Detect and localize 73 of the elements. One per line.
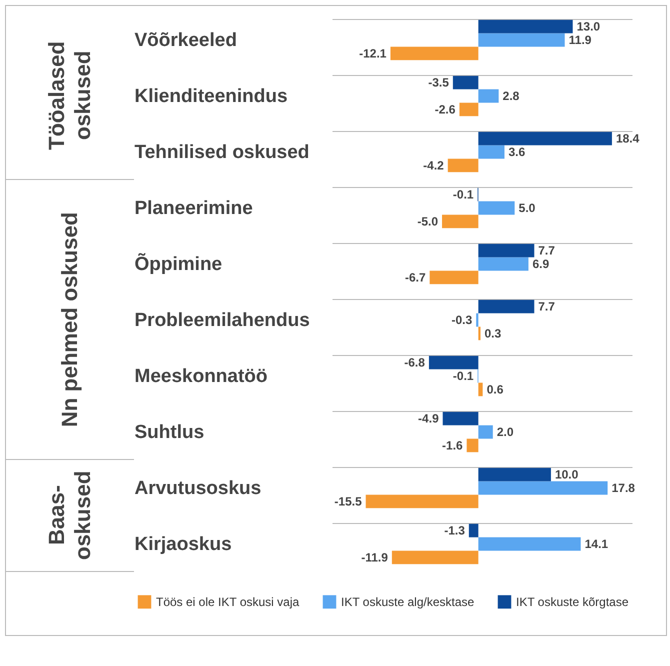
text: Tööalased oskused: [44, 40, 96, 152]
data-label: -3.5: [428, 76, 450, 90]
text: Nn pehmed oskused: [57, 212, 83, 428]
bar: [478, 20, 573, 34]
bar: [478, 132, 612, 146]
bar: [478, 468, 551, 482]
bar: [459, 102, 478, 116]
data-label: -11.9: [361, 550, 388, 564]
bar: [478, 145, 504, 159]
bar: [478, 481, 608, 495]
y-tick-label: Võõrkeeled: [134, 30, 237, 51]
bar: [478, 201, 515, 215]
bar: [392, 550, 478, 564]
y-tick-label: Õppimine: [134, 253, 222, 275]
data-label: -2.6: [434, 102, 456, 116]
legend-label: IKT oskuste alg/kesktase: [341, 594, 475, 609]
bar: [442, 412, 478, 426]
y-tick-label: Tehnilised oskused: [134, 142, 310, 163]
data-label: -0.1: [452, 369, 474, 383]
data-label: 3.6: [508, 145, 526, 159]
data-label: -1.3: [444, 524, 466, 538]
text: Baas-oskused: [44, 470, 96, 562]
y-tick-label: Suhtlus: [134, 422, 204, 443]
data-label: -15.5: [334, 494, 362, 508]
data-label: 2.8: [502, 89, 520, 103]
data-label: -0.3: [451, 313, 472, 327]
y-tick-label: Kirjaoskus: [134, 534, 232, 555]
bar: [452, 76, 478, 90]
bar: [478, 300, 534, 314]
data-label: -0.1: [452, 188, 474, 202]
bar: [478, 326, 481, 340]
data-label: -6.8: [404, 356, 426, 370]
bar: [466, 438, 478, 452]
bar: [442, 214, 478, 228]
bar: [428, 356, 478, 370]
bar: [478, 89, 499, 103]
y-tick-label: Klienditeenindus: [134, 86, 288, 107]
bar: [478, 537, 581, 551]
bar: [478, 244, 534, 258]
bar: [430, 270, 478, 284]
y-tick-label: Meeskonnatöö: [134, 366, 268, 387]
bar: [478, 425, 493, 439]
data-label: -6.7: [404, 270, 426, 284]
y-tick-label: Planeerimine: [134, 198, 253, 219]
data-label: 7.7: [538, 244, 556, 258]
data-label: 5.0: [518, 201, 536, 215]
legend-label: Töös ei ole IKT oskusi vaja: [156, 594, 300, 609]
data-label: 17.8: [612, 481, 636, 495]
data-label: 18.4: [616, 132, 640, 146]
bar: [390, 46, 478, 60]
data-label: -1.6: [442, 438, 464, 452]
data-label: 10.0: [554, 468, 579, 482]
data-label: -4.9: [418, 412, 440, 426]
data-label: 2.0: [496, 425, 514, 439]
data-label: 6.9: [532, 257, 550, 271]
bar: [478, 33, 565, 47]
data-label: 13.0: [576, 20, 600, 34]
bar: [468, 524, 478, 538]
data-label: -12.1: [359, 46, 387, 60]
bar: [366, 494, 478, 508]
y-tick-label: Probleemilahendus: [134, 310, 310, 331]
data-label: -5.0: [417, 214, 438, 228]
data-label: 7.7: [538, 300, 556, 314]
data-label: -4.2: [423, 158, 444, 172]
legend-label: IKT oskuste kõrgtase: [516, 594, 629, 609]
bar: [478, 257, 528, 271]
y-tick-label: Arvutusoskus: [134, 478, 262, 499]
data-label: 0.6: [486, 382, 504, 396]
bar: [478, 382, 483, 396]
data-label: 0.3: [484, 326, 502, 340]
data-label: 11.9: [568, 33, 592, 47]
bar: [448, 158, 478, 172]
data-label: 14.1: [584, 537, 608, 551]
